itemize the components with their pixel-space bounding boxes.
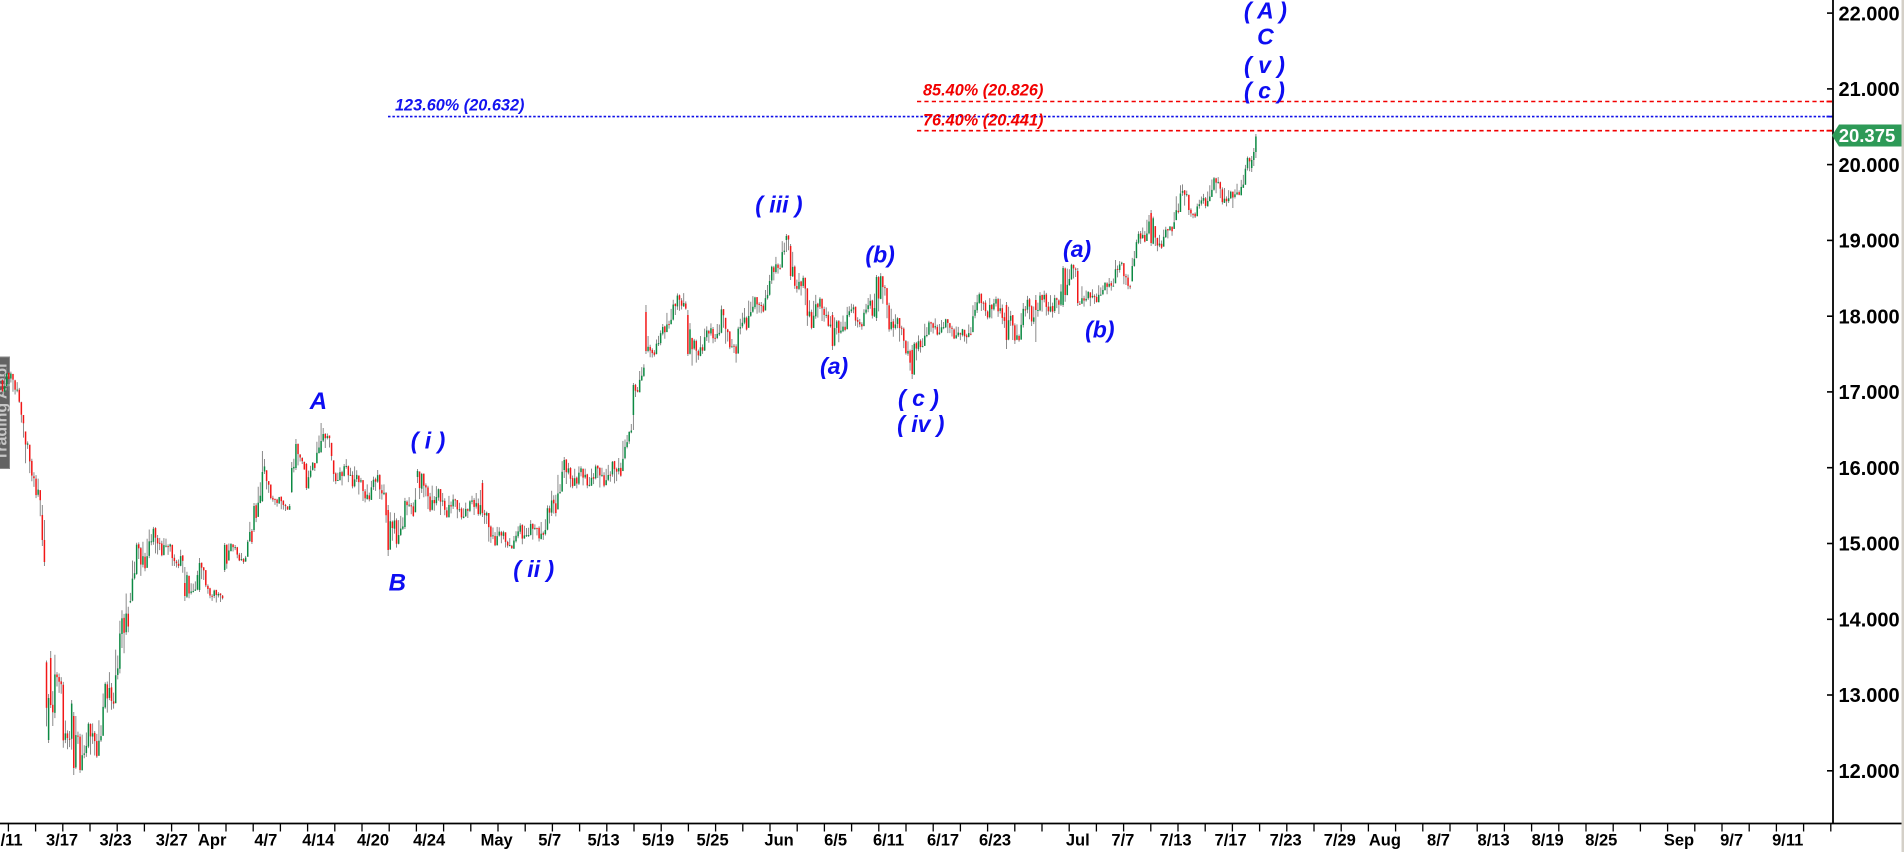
svg-text:Aug: Aug (1369, 832, 1401, 850)
svg-text:4/7: 4/7 (254, 832, 277, 850)
svg-text:Apr: Apr (198, 832, 227, 850)
svg-text:B: B (389, 569, 406, 596)
svg-text:6/23: 6/23 (979, 832, 1011, 850)
svg-text:20.000: 20.000 (1839, 155, 1900, 177)
svg-text:6/5: 6/5 (824, 832, 847, 850)
svg-text:3/23: 3/23 (100, 832, 132, 850)
svg-text:17.000: 17.000 (1839, 382, 1900, 404)
svg-text:9/11: 9/11 (1772, 832, 1803, 850)
svg-text:4/24: 4/24 (413, 832, 446, 850)
svg-text:( c ): ( c ) (898, 385, 939, 411)
svg-text:19.000: 19.000 (1839, 231, 1900, 253)
svg-text:76.40% (20.441): 76.40% (20.441) (923, 112, 1043, 130)
svg-text:14.000: 14.000 (1839, 610, 1900, 632)
svg-text:22.000: 22.000 (1839, 3, 1900, 25)
svg-text:Jun: Jun (764, 832, 793, 850)
svg-text:3/17: 3/17 (46, 832, 78, 850)
svg-text:12.000: 12.000 (1839, 761, 1900, 783)
svg-text:5/25: 5/25 (697, 832, 729, 850)
svg-text:6/17: 6/17 (927, 832, 959, 850)
svg-text:(a): (a) (820, 353, 848, 379)
svg-text:15.000: 15.000 (1839, 534, 1900, 556)
svg-text:( A ): ( A ) (1244, 0, 1287, 24)
svg-text:C: C (1257, 23, 1274, 49)
svg-text:21.000: 21.000 (1839, 79, 1900, 101)
svg-text:7/7: 7/7 (1111, 832, 1134, 850)
svg-text:18.000: 18.000 (1839, 306, 1900, 328)
svg-text:5/13: 5/13 (588, 832, 620, 850)
svg-text:3/27: 3/27 (156, 832, 188, 850)
svg-text:85.40% (20.826): 85.40% (20.826) (923, 82, 1043, 100)
svg-text:13.000: 13.000 (1839, 685, 1900, 707)
svg-text:7/23: 7/23 (1270, 832, 1302, 850)
svg-text:May: May (481, 832, 514, 850)
svg-text:6/11: 6/11 (873, 832, 904, 850)
svg-text:Trading Appl: Trading Appl (0, 363, 11, 460)
svg-text:5/19: 5/19 (642, 832, 674, 850)
svg-text:20.375: 20.375 (1839, 125, 1896, 146)
svg-text:8/25: 8/25 (1585, 832, 1617, 850)
svg-text:7/29: 7/29 (1324, 832, 1356, 850)
svg-text:Sep: Sep (1664, 832, 1694, 850)
svg-text:( c ): ( c ) (1244, 77, 1285, 103)
svg-text:7/13: 7/13 (1159, 832, 1191, 850)
svg-text:( ii ): ( ii ) (513, 556, 554, 582)
svg-text:5/7: 5/7 (538, 832, 561, 850)
svg-text:(a): (a) (1063, 236, 1091, 262)
svg-text:8/19: 8/19 (1532, 832, 1564, 850)
svg-text:( iii ): ( iii ) (755, 191, 802, 217)
svg-text:/11: /11 (1, 832, 23, 850)
svg-text:8/7: 8/7 (1427, 832, 1450, 850)
svg-text:( i ): ( i ) (411, 428, 446, 454)
svg-text:Jul: Jul (1066, 832, 1090, 850)
svg-text:( v ): ( v ) (1244, 52, 1285, 78)
svg-text:9/7: 9/7 (1720, 832, 1743, 850)
svg-text:A: A (309, 388, 327, 415)
svg-text:( iv ): ( iv ) (897, 411, 944, 437)
svg-text:(b): (b) (1085, 317, 1114, 343)
svg-text:16.000: 16.000 (1839, 458, 1900, 480)
svg-text:7/17: 7/17 (1215, 832, 1247, 850)
svg-text:4/20: 4/20 (357, 832, 389, 850)
svg-text:4/14: 4/14 (302, 832, 335, 850)
svg-text:(b): (b) (865, 242, 894, 268)
svg-text:123.60% (20.632): 123.60% (20.632) (395, 97, 524, 115)
svg-text:8/13: 8/13 (1478, 832, 1510, 850)
